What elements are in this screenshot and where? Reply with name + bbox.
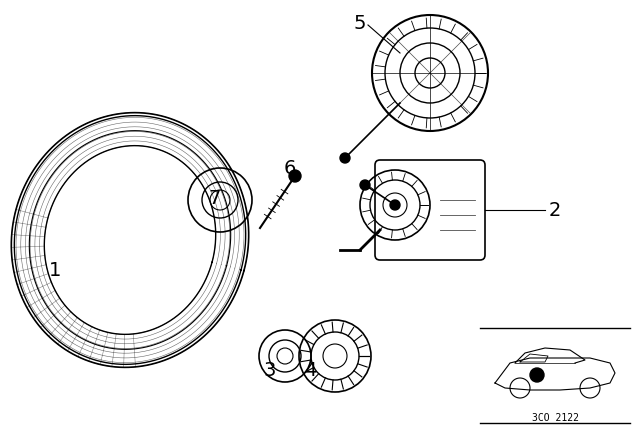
Circle shape <box>530 368 544 382</box>
Circle shape <box>340 153 350 163</box>
Text: 4: 4 <box>304 361 316 379</box>
Circle shape <box>277 348 293 364</box>
Circle shape <box>289 170 301 182</box>
FancyBboxPatch shape <box>375 160 485 260</box>
Circle shape <box>360 180 370 190</box>
Circle shape <box>210 190 230 210</box>
Text: 5: 5 <box>354 13 366 33</box>
Text: 1: 1 <box>49 260 61 280</box>
Text: 7: 7 <box>209 189 221 207</box>
Text: 6: 6 <box>284 159 296 177</box>
Circle shape <box>390 200 400 210</box>
Text: 2: 2 <box>549 201 561 220</box>
Text: 3: 3 <box>264 361 276 379</box>
Text: 3CO 2122: 3CO 2122 <box>531 413 579 423</box>
Circle shape <box>323 344 347 368</box>
